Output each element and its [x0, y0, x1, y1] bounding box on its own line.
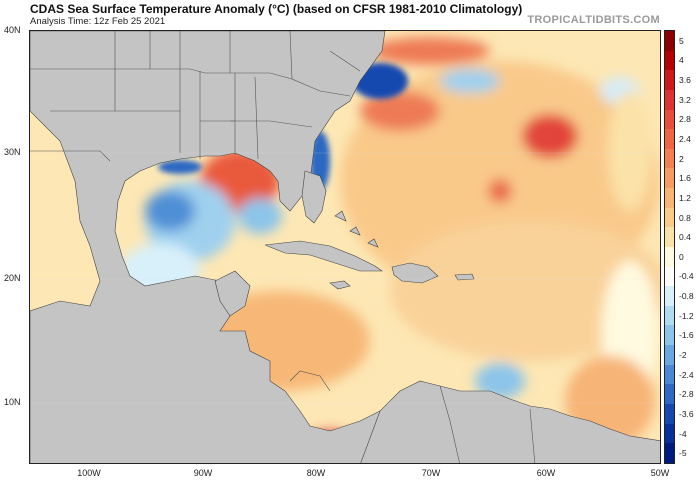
colorbar-segment — [665, 305, 674, 326]
colorbar-tick-label: 0.4 — [679, 232, 691, 243]
colorbar-tick-label: 2.8 — [679, 114, 691, 125]
map-title: CDAS Sea Surface Temperature Anomaly (°C… — [30, 2, 523, 16]
colorbar-tick-label: -2 — [679, 350, 687, 360]
colorbar-tick-label: 1.6 — [679, 173, 691, 184]
colorbar-segment — [665, 364, 674, 385]
colorbar-segment — [665, 188, 674, 208]
colorbar-segment — [665, 148, 674, 169]
colorbar-segment — [665, 384, 674, 404]
lat-label-20n: 20N — [4, 273, 21, 283]
colorbar-tick-label: 0.8 — [679, 212, 691, 223]
colorbar-tick-label: -0.4 — [679, 271, 694, 282]
map-area — [29, 30, 661, 464]
colorbar-tick-label: -5 — [679, 448, 687, 459]
colorbar-tick-label: -2.4 — [679, 369, 694, 380]
colorbar-segment — [665, 89, 674, 110]
lon-label-90w: 90W — [193, 468, 213, 478]
colorbar-tick-label: 2.4 — [679, 134, 691, 144]
colorbar-segment — [665, 227, 674, 247]
colorbar-segment — [665, 50, 674, 71]
colorbar-segment — [665, 325, 674, 345]
colorbar-tick-label: -0.8 — [679, 291, 694, 302]
colorbar-segment — [665, 207, 674, 228]
colorbar-tick-label: 0 — [679, 251, 684, 262]
colorbar-tick-label: -1.6 — [679, 330, 694, 341]
colorbar-tick-label: -1.2 — [679, 310, 694, 321]
sst-anomaly-map — [30, 31, 660, 463]
colorbar-tick-label: 4 — [679, 55, 684, 66]
land — [30, 31, 660, 463]
lat-label-40n: 40N — [4, 25, 21, 35]
colorbar-segment — [665, 423, 674, 444]
lon-label-100w: 100W — [77, 468, 101, 478]
colorbar-segment — [665, 109, 674, 130]
colorbar-segment — [665, 345, 674, 365]
source-credit: TROPICALTIDBITS.COM — [527, 14, 660, 26]
lat-label-30n: 30N — [4, 147, 21, 157]
lon-label-80w: 80W — [306, 468, 326, 478]
colorbar-segment — [665, 443, 674, 463]
borders — [30, 31, 536, 463]
lat-label-10n: 10N — [4, 397, 21, 407]
colorbar-segment — [665, 70, 674, 90]
analysis-time: Analysis Time: 12z Feb 25 2021 — [30, 16, 166, 27]
colorbar-segment — [665, 31, 674, 51]
colorbar-tick-label: -4 — [679, 428, 687, 439]
colorbar-tick-label: -2.8 — [679, 389, 694, 400]
colorbar-segment — [665, 286, 674, 306]
lon-label-60w: 60W — [536, 468, 556, 478]
colorbar-tick-label: -3.6 — [679, 408, 694, 419]
colorbar — [664, 30, 675, 464]
lon-label-70w: 70W — [421, 468, 441, 478]
colorbar-tick-label: 2 — [679, 153, 684, 164]
lon-label-50w: 50W — [650, 468, 670, 478]
colorbar-segment — [665, 246, 674, 267]
colorbar-tick-label: 3.6 — [679, 75, 691, 86]
colorbar-segment — [665, 403, 674, 424]
colorbar-tick-label: 5 — [679, 35, 684, 46]
colorbar-segment — [665, 266, 674, 287]
colorbar-tick-label: 3.2 — [679, 94, 691, 105]
colorbar-segment — [665, 129, 674, 149]
colorbar-tick-label: 1.2 — [679, 192, 691, 203]
colorbar-segment — [665, 168, 674, 188]
